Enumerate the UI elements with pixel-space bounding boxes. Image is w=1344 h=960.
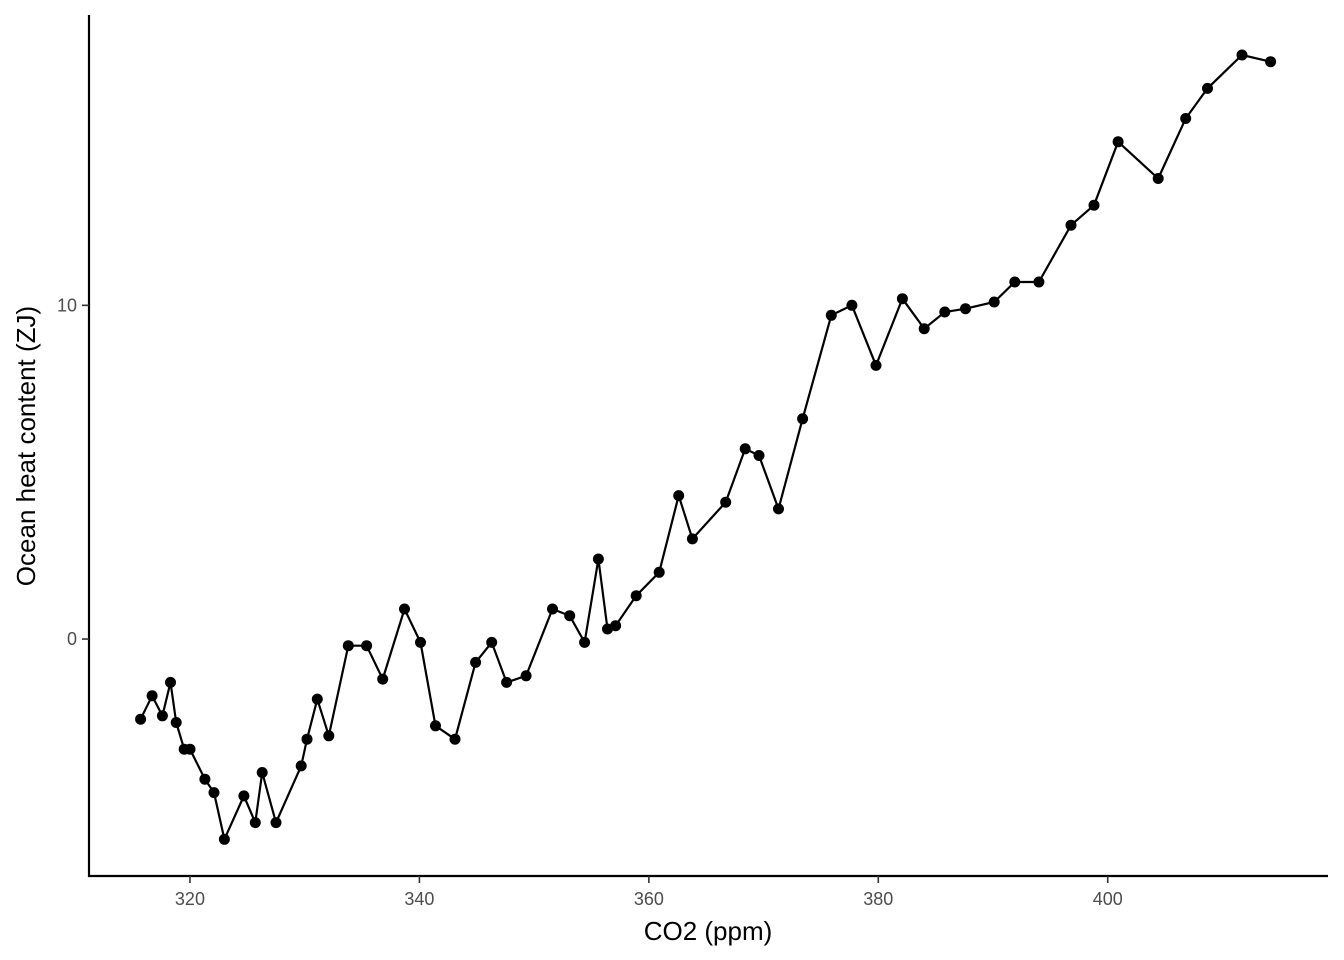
data-point <box>270 817 282 829</box>
plot-area <box>135 49 1277 845</box>
data-point <box>797 413 809 425</box>
x-axis-ticks: 320 340 360 380 400 <box>175 876 1123 909</box>
data-point <box>739 443 751 455</box>
data-point <box>579 636 591 648</box>
x-tick-label: 340 <box>404 889 434 909</box>
x-tick-label: 320 <box>175 889 205 909</box>
data-point <box>1033 276 1045 288</box>
data-point <box>1265 56 1277 68</box>
data-point <box>156 710 168 722</box>
data-point <box>1152 173 1164 184</box>
data-point <box>486 636 498 648</box>
data-point <box>415 636 426 648</box>
data-point <box>377 673 389 685</box>
data-point <box>520 670 532 682</box>
data-point <box>918 323 930 335</box>
data-point <box>311 693 323 705</box>
data-point <box>939 306 951 318</box>
data-point <box>1236 49 1248 61</box>
data-point <box>470 656 482 668</box>
data-point <box>547 603 558 615</box>
data-point <box>846 299 858 311</box>
data-point <box>342 640 354 652</box>
data-point <box>218 833 230 845</box>
x-tick-label: 360 <box>634 889 664 909</box>
data-point <box>146 690 158 702</box>
data-point <box>720 496 732 508</box>
y-tick-label: 0 <box>67 629 77 649</box>
data-point <box>430 720 441 732</box>
data-point <box>295 760 307 772</box>
data-point <box>449 733 461 745</box>
y-tick-label: 10 <box>57 295 77 315</box>
data-point <box>630 590 642 602</box>
data-point <box>1065 219 1077 231</box>
data-point <box>501 676 513 688</box>
data-point <box>653 566 665 578</box>
data-point <box>1180 113 1192 124</box>
data-point <box>870 359 882 371</box>
data-point <box>135 713 147 725</box>
data-point <box>256 767 268 778</box>
data-point <box>361 640 373 652</box>
data-point <box>238 790 250 802</box>
data-point <box>1112 136 1124 148</box>
data-point <box>960 303 971 315</box>
data-point <box>184 743 196 755</box>
y-axis-title: Ocean heat content (ZJ) <box>11 306 41 586</box>
data-point <box>399 603 410 615</box>
data-point <box>301 733 313 745</box>
data-point <box>673 490 685 502</box>
data-point <box>1009 276 1021 288</box>
data-point <box>1202 82 1213 94</box>
data-point <box>686 533 698 545</box>
data-point <box>1088 199 1100 211</box>
y-axis-ticks: 0 10 <box>57 295 89 649</box>
data-point <box>825 309 837 321</box>
data-point <box>773 503 784 515</box>
data-point <box>753 450 765 461</box>
data-point <box>208 787 220 799</box>
data-point <box>988 296 1000 308</box>
data-point <box>165 676 176 688</box>
data-point <box>249 817 261 829</box>
x-axis-title: CO2 (ppm) <box>644 916 773 946</box>
data-point <box>323 730 335 742</box>
data-point <box>592 553 604 565</box>
x-tick-label: 380 <box>863 889 893 909</box>
data-points <box>135 49 1277 845</box>
data-point <box>170 717 182 728</box>
data-point <box>564 610 576 622</box>
data-point <box>199 773 211 785</box>
x-tick-label: 400 <box>1093 889 1123 909</box>
series-line <box>139 53 1271 843</box>
data-point <box>610 620 622 632</box>
data-point <box>896 293 908 305</box>
